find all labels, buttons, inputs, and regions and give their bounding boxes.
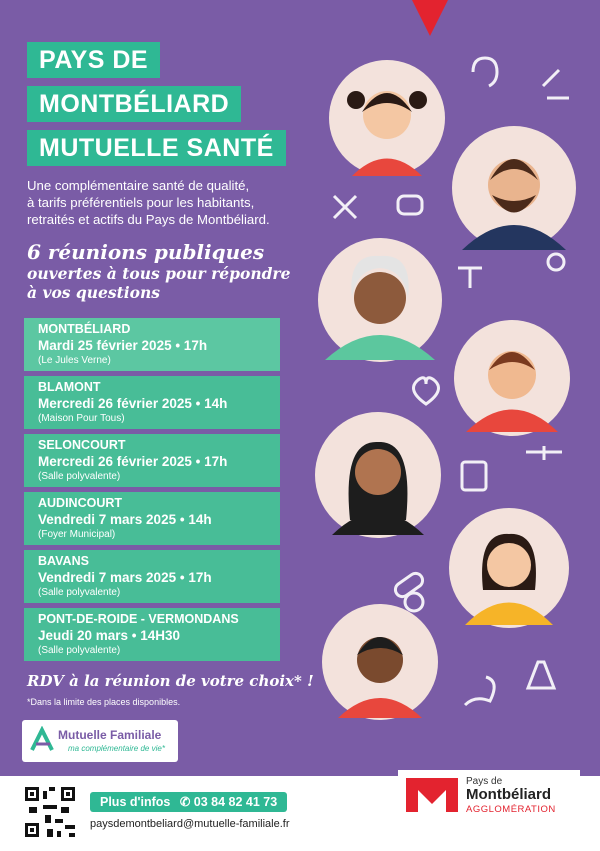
health-icons	[332, 56, 569, 707]
note: *Dans la limite des places disponibles.	[27, 697, 181, 707]
title-line: MONTBÉLIARD	[27, 86, 242, 122]
meeting-city: MONTBÉLIARD	[38, 322, 131, 336]
info-pill: Plus d'infos ✆ 03 84 82 41 73	[90, 792, 288, 812]
intro-line: Une complémentaire santé de qualité,	[27, 178, 250, 193]
meeting: AUDINCOURT Vendredi 7 mars 2025 • 14h (Foy…	[24, 492, 280, 545]
meeting-date: Jeudi 20 mars • 14H30	[38, 628, 181, 643]
agglo-logo: Pays de Montbéliard AGGLOMÉRATION	[398, 770, 580, 820]
meeting-date: Mercredi 26 février 2025 • 17h	[38, 454, 228, 469]
meeting-city: AUDINCOURT	[38, 496, 123, 510]
meeting-city: BAVANS	[38, 554, 89, 568]
red-triangle	[412, 0, 448, 36]
logo-mark	[30, 726, 54, 751]
logo-name: Mutuelle Familiale	[58, 728, 162, 742]
agglo-line1: Pays de	[466, 776, 503, 787]
meeting-place: (Foyer Municipal)	[38, 529, 116, 540]
intro: Une complémentaire santé de qualité, à t…	[27, 177, 270, 228]
agglo-line2: Montbéliard	[466, 786, 551, 803]
meeting: SELONCOURT Mercredi 26 février 2025 • 17h…	[24, 434, 280, 487]
headline-line: à vos questions	[27, 283, 160, 302]
mutuelle-logo: Mutuelle Familiale ma complémentaire de …	[22, 720, 178, 762]
info-label: Plus d'infos	[100, 795, 171, 809]
headline: 6 réunions publiques ouvertes à tous pou…	[27, 240, 290, 302]
meeting: BLAMONT Mercredi 26 février 2025 • 14h (Ma…	[24, 376, 280, 429]
avatars	[325, 91, 566, 718]
footer: Plus d'infos ✆ 03 84 82 41 73 paysdemont…	[0, 770, 600, 851]
meeting-place: (Salle polyvalente)	[38, 645, 121, 656]
title-line: MUTUELLE SANTÉ	[27, 130, 286, 166]
headline-line: 6 réunions publiques	[27, 240, 265, 264]
meeting-city: PONT-DE-ROIDE - VERMONDANS	[38, 612, 239, 626]
meeting-place: (Salle polyvalente)	[38, 471, 121, 482]
meeting-date: Vendredi 7 mars 2025 • 14h	[38, 512, 212, 527]
phone-icon: ✆	[179, 795, 191, 809]
email: paysdemontbeliard@mutuelle-familiale.fr	[90, 818, 290, 830]
meeting-place: (Le Jules Verne)	[38, 355, 111, 366]
agglo-mark	[406, 778, 458, 812]
meeting-date: Mardi 25 février 2025 • 17h	[38, 338, 208, 353]
title-line: PAYS DE	[27, 42, 161, 78]
qr-code	[25, 787, 75, 837]
meeting-date: Mercredi 26 février 2025 • 14h	[38, 396, 228, 411]
meeting-date: Vendredi 7 mars 2025 • 17h	[38, 570, 212, 585]
logo-tagline: ma complémentaire de vie*	[68, 744, 165, 753]
phone: 03 84 82 41 73	[193, 795, 278, 809]
headline-line: ouvertes à tous pour répondre	[27, 264, 291, 283]
meeting-city: BLAMONT	[38, 380, 101, 394]
cta: RDV à la réunion de votre choix* !	[27, 672, 314, 690]
intro-line: à tarifs préférentiels pour les habitant…	[27, 195, 255, 210]
meeting: BAVANS Vendredi 7 mars 2025 • 17h (Salle p…	[24, 550, 280, 603]
meeting: MONTBÉLIARD Mardi 25 février 2025 • 17h (L…	[24, 318, 280, 371]
meeting-place: (Salle polyvalente)	[38, 587, 121, 598]
meeting-place: (Maison Pour Tous)	[38, 413, 125, 424]
agglo-line3: AGGLOMÉRATION	[466, 804, 556, 815]
intro-line: retraités et actifs du Pays de Montbélia…	[27, 212, 270, 227]
meeting: PONT-DE-ROIDE - VERMONDANS Jeudi 20 mars …	[24, 608, 280, 661]
meeting-city: SELONCOURT	[38, 438, 126, 452]
